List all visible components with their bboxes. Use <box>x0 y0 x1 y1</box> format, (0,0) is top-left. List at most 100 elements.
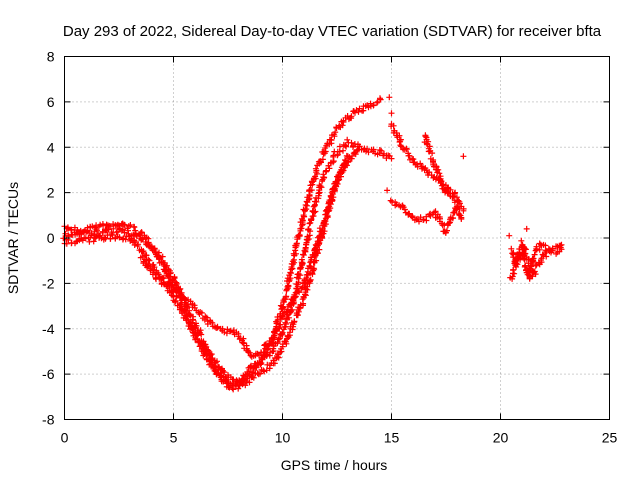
data-point <box>312 245 318 252</box>
data-point <box>374 99 380 106</box>
data-point <box>227 328 233 335</box>
y-tick-label: 0 <box>47 230 55 246</box>
data-point <box>296 289 303 296</box>
y-tick-label: -8 <box>42 412 55 428</box>
data-point <box>172 298 179 305</box>
data-point <box>342 142 349 149</box>
data-point <box>386 94 393 101</box>
data-point <box>274 317 281 324</box>
data-point <box>446 220 453 227</box>
data-point <box>230 386 237 393</box>
data-point <box>298 285 305 292</box>
data-point <box>322 215 329 222</box>
data-point <box>403 146 410 153</box>
data-point <box>302 280 309 287</box>
data-point <box>114 221 121 228</box>
data-point <box>143 252 150 259</box>
data-point <box>178 306 185 313</box>
data-point <box>214 324 221 331</box>
data-point <box>531 268 538 275</box>
y-tick-label: -4 <box>42 321 55 337</box>
data-point <box>135 241 142 248</box>
data-point <box>229 376 236 383</box>
data-point <box>280 304 287 311</box>
data-point <box>326 165 333 172</box>
data-point <box>558 246 565 253</box>
data-point <box>217 367 224 373</box>
data-point <box>303 275 310 281</box>
data-point <box>222 378 229 385</box>
data-point <box>269 339 276 346</box>
data-point <box>246 349 253 356</box>
data-point <box>217 372 224 379</box>
data-point <box>417 160 424 167</box>
data-point <box>119 226 126 233</box>
y-tick-label: 6 <box>47 94 55 110</box>
data-point <box>71 224 78 231</box>
data-point <box>201 351 208 357</box>
data-point <box>423 217 430 224</box>
data-point <box>345 159 352 166</box>
data-point <box>306 262 313 269</box>
data-point <box>344 136 351 143</box>
data-point <box>405 152 412 159</box>
data-point <box>393 130 400 136</box>
data-point <box>506 232 513 239</box>
grid <box>64 56 610 420</box>
data-point <box>296 305 303 312</box>
data-point <box>169 281 176 288</box>
data-point <box>318 228 325 235</box>
data-point <box>305 196 312 203</box>
data-point <box>449 193 456 200</box>
data-point <box>244 369 251 375</box>
data-point <box>435 166 442 173</box>
data-point <box>300 252 307 258</box>
data-point <box>509 273 516 280</box>
data-point <box>94 227 100 234</box>
data-point <box>260 349 267 356</box>
data-point <box>384 187 391 194</box>
data-point <box>121 229 128 236</box>
data-point <box>246 379 253 386</box>
data-point <box>331 133 338 140</box>
data-point <box>523 225 530 232</box>
data-point <box>229 385 236 392</box>
data-point <box>293 250 299 257</box>
data-point <box>208 362 215 368</box>
data-point <box>512 259 519 266</box>
data-point <box>543 253 550 260</box>
x-tick-label: 25 <box>602 430 618 446</box>
data-point <box>196 338 203 345</box>
data-point <box>88 230 95 237</box>
data-point <box>275 336 282 343</box>
data-point <box>103 221 110 228</box>
data-point <box>291 318 298 325</box>
data-point <box>542 249 549 256</box>
data-point <box>343 143 350 150</box>
data-point <box>396 132 403 139</box>
data-point <box>283 321 289 327</box>
x-tick-label: 10 <box>275 430 291 446</box>
data-point <box>131 224 138 231</box>
y-tick-label: 2 <box>47 185 55 201</box>
x-tick-label: 5 <box>170 430 178 446</box>
data-point <box>344 162 350 169</box>
data-point <box>531 251 538 258</box>
data-point <box>110 225 117 232</box>
data-point <box>298 256 305 263</box>
data-point <box>521 246 528 253</box>
data-point <box>432 214 439 221</box>
data-point <box>422 133 429 140</box>
data-point <box>295 271 302 277</box>
data-point <box>152 250 159 256</box>
data-point <box>122 236 129 243</box>
data-point <box>157 276 164 282</box>
data-point <box>310 213 317 219</box>
data-point <box>450 209 457 216</box>
data-point <box>332 180 339 187</box>
data-point <box>549 247 556 253</box>
data-point <box>158 259 165 266</box>
data-point <box>436 170 443 177</box>
data-point <box>276 335 283 342</box>
data-point <box>279 343 286 350</box>
